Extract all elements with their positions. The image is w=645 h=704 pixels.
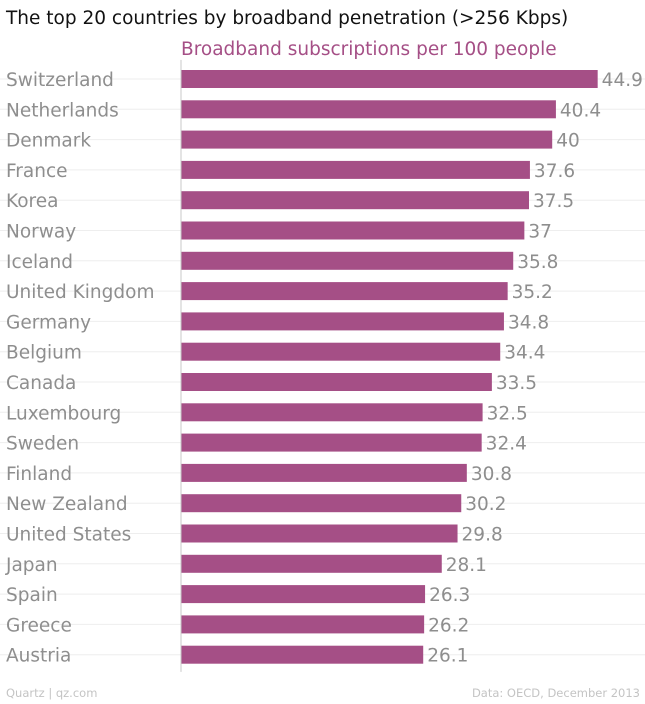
category-label: Germany: [6, 312, 91, 333]
category-label: Japan: [5, 555, 58, 576]
value-label: 37.6: [534, 161, 575, 182]
bar-united-kingdom: [181, 282, 508, 301]
bar-spain: [181, 585, 426, 604]
bar-belgium: [181, 342, 501, 361]
category-label: Austria: [6, 646, 71, 667]
value-label: 35.2: [512, 282, 553, 303]
bar-new-zealand: [181, 494, 462, 513]
value-label: 37: [528, 222, 552, 243]
category-label: Spain: [6, 585, 58, 606]
value-label: 37.5: [533, 191, 574, 212]
bar-sweden: [181, 433, 482, 452]
bar-luxembourg: [181, 403, 483, 422]
bar-greece: [181, 615, 425, 634]
value-label: 35.8: [517, 252, 558, 273]
footer-source-left: Quartz | qz.com: [6, 686, 98, 700]
value-label: 29.8: [462, 525, 503, 546]
bar-switzerland: [181, 70, 598, 88]
chart-subtitle: Broadband subscriptions per 100 people: [181, 39, 557, 60]
value-label: 34.4: [504, 343, 545, 364]
category-label: France: [6, 161, 68, 182]
footer-source-right: Data: OECD, December 2013: [471, 686, 640, 700]
value-labels: 44.940.4 40 37.6 37.5 37 35.8 35.2 34.8 34.4 33.5…: [427, 70, 643, 667]
bar-norway: [181, 221, 525, 240]
value-label: 26.2: [428, 615, 469, 636]
value-label: 26.1: [427, 646, 468, 667]
category-labels: Switzerland Netherlands Denmark France Korea…: [5, 70, 155, 667]
value-label: 30.8: [471, 464, 512, 485]
category-label: Belgium: [6, 343, 82, 364]
category-label: Netherlands: [6, 100, 119, 121]
bar-france: [181, 160, 530, 179]
bar-korea: [181, 191, 529, 210]
value-label: 34.8: [508, 312, 549, 333]
bar-netherlands: [181, 100, 556, 119]
bar-denmark: [181, 130, 553, 149]
category-label: New Zealand: [6, 494, 128, 515]
category-label: Iceland: [6, 252, 73, 273]
category-label: Korea: [6, 191, 58, 212]
value-label: 40.4: [560, 100, 601, 121]
category-label: Denmark: [6, 131, 91, 152]
bar-austria: [181, 645, 424, 664]
bar-japan: [181, 554, 442, 573]
value-label: 33.5: [496, 373, 537, 394]
bar-germany: [181, 312, 504, 331]
category-label: Greece: [6, 615, 72, 636]
category-label: Canada: [6, 373, 76, 394]
value-label: 28.1: [446, 555, 487, 576]
value-label: 40: [556, 131, 580, 152]
bar-canada: [181, 373, 492, 391]
value-label: 26.3: [429, 585, 470, 606]
category-label: Finland: [6, 464, 72, 485]
bar-finland: [181, 463, 467, 482]
value-label: 30.2: [465, 494, 506, 515]
value-label: 44.9: [602, 70, 643, 91]
value-label: 32.5: [487, 403, 528, 424]
category-label: Switzerland: [6, 70, 114, 91]
value-label: 32.4: [486, 434, 527, 455]
category-label: Sweden: [6, 434, 79, 455]
category-label: United Kingdom: [6, 282, 155, 303]
bar-united-states: [181, 524, 458, 543]
category-label: Norway: [6, 222, 76, 243]
bar-iceland: [181, 251, 514, 270]
category-label: United States: [6, 525, 131, 546]
category-label: Luxembourg: [6, 403, 121, 424]
chart-title: The top 20 countries by broadband penetr…: [6, 8, 569, 29]
bars: [181, 70, 598, 664]
